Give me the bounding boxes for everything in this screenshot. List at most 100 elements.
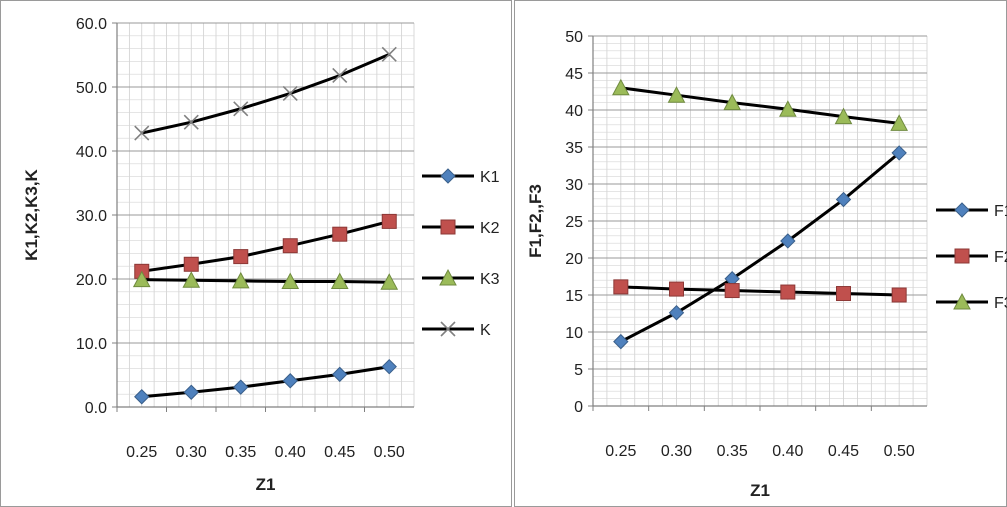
y-tick-label: 15: [565, 288, 583, 305]
legend-marker: [954, 202, 970, 218]
series-line: [141, 365, 390, 399]
data-point: [332, 226, 348, 242]
data-point: [183, 114, 199, 130]
y-tick-label: 20.0: [76, 272, 107, 289]
data-point: [182, 271, 201, 288]
series-f2: [613, 279, 907, 303]
data-point: [835, 191, 852, 208]
legend-marker: [440, 321, 456, 337]
left-chart: 0.0 10.0 20.0 30.0 40.0 50.0 60.0 0.25 0.30 0.35 0…: [0, 0, 512, 507]
x-tick-label: 0.25: [126, 444, 157, 461]
legend-label: K2: [480, 220, 500, 237]
legend-label: F1: [994, 203, 1007, 220]
series-line: [141, 278, 390, 284]
marker-x-stroke: [440, 321, 456, 337]
y-tick-label: 60.0: [76, 16, 107, 33]
x-tick-label: 0.35: [225, 444, 256, 461]
data-point: [780, 233, 796, 249]
data-point: [183, 384, 199, 400]
data-point: [834, 107, 853, 125]
x-axis-title: Z1: [256, 475, 276, 494]
series-line: [620, 151, 901, 343]
marker-x-stroke: [381, 46, 397, 62]
y-tick-label: 30: [565, 177, 583, 194]
legend-marker: [954, 248, 970, 264]
y-axis-title: F1,F2,,F3: [526, 184, 545, 258]
data-point: [134, 125, 150, 141]
x-tick-label: 0.50: [884, 443, 915, 460]
legend-label: F2: [994, 249, 1007, 266]
y-tick-label: 20: [565, 251, 583, 268]
series-f1: [613, 145, 907, 350]
legend-entry-f1: F1: [936, 202, 1007, 220]
data-point: [282, 373, 298, 389]
data-point: [612, 78, 630, 96]
data-point: [233, 249, 249, 265]
data-point: [836, 286, 851, 302]
y-tick-label: 0: [574, 399, 583, 416]
y-tick-label: 10: [565, 325, 583, 342]
data-point: [281, 272, 300, 290]
legend-marker: [440, 219, 456, 235]
series-k2: [134, 213, 397, 279]
data-point: [890, 114, 908, 131]
series-line: [620, 285, 900, 297]
data-point: [330, 272, 349, 290]
x-tick-label: 0.40: [772, 443, 803, 460]
data-point: [381, 358, 397, 375]
series-k3: [132, 270, 399, 290]
data-point: [779, 100, 797, 117]
legend-entry-k3: K3: [422, 268, 500, 288]
y-tick-label: 30.0: [76, 208, 107, 225]
legend-entry-f3: F3: [936, 292, 1007, 312]
x-tick-label: 0.40: [275, 444, 306, 461]
x-axis-title: Z1: [750, 481, 770, 500]
data-point: [332, 366, 348, 383]
data-point: [332, 67, 348, 84]
x-tick-label: 0.45: [828, 443, 859, 460]
data-point: [134, 389, 150, 405]
x-tick-label: 0.35: [717, 443, 748, 460]
data-point: [231, 271, 250, 289]
data-point: [233, 101, 249, 117]
series-k1: [134, 358, 397, 405]
data-point: [381, 213, 397, 229]
y-tick-label: 50: [565, 29, 583, 46]
data-point: [669, 281, 684, 297]
legend-label: K3: [480, 271, 500, 288]
y-tick-label: 40.0: [76, 144, 107, 161]
data-point: [668, 305, 685, 321]
y-tick-label: 35: [565, 140, 583, 157]
data-point: [613, 279, 629, 295]
series-f3: [612, 78, 908, 131]
marker-x-stroke: [233, 101, 249, 117]
x-tick-label: 0.30: [176, 444, 207, 461]
y-tick-label: 50.0: [76, 80, 107, 97]
legend-entry-k2: K2: [422, 219, 500, 237]
series-line: [141, 219, 390, 273]
legend-label: K: [480, 322, 491, 339]
y-axis-title: K1,K2,K3,K: [22, 168, 41, 260]
data-point: [233, 379, 249, 395]
marker-x-stroke: [183, 114, 199, 130]
data-point: [891, 145, 907, 161]
legend-entry-k: K: [422, 321, 491, 339]
marker-x-stroke: [282, 85, 298, 101]
y-tick-label: 25: [565, 214, 583, 231]
y-tick-label: 5: [574, 362, 583, 379]
series-line: [141, 52, 390, 135]
y-tick-label: 45: [565, 66, 583, 83]
legend-marker: [440, 168, 456, 184]
legend-entry-f2: F2: [936, 248, 1007, 266]
legend-entry-k1: K1: [422, 168, 500, 186]
data-point: [724, 283, 740, 299]
chart-border: [514, 0, 1007, 507]
data-point: [667, 86, 686, 103]
legend-marker: [439, 268, 457, 286]
right-chart: 0 5 10 15 20 25 30 35 40 45 50 0.25 0.30 0.35 0.40 0.45…: [514, 0, 1007, 507]
y-tick-label: 40: [565, 103, 583, 120]
marker-x-stroke: [134, 125, 150, 141]
y-tick-label: 10.0: [76, 336, 107, 353]
y-tick-label: 0.0: [85, 400, 107, 417]
data-point: [282, 238, 298, 254]
